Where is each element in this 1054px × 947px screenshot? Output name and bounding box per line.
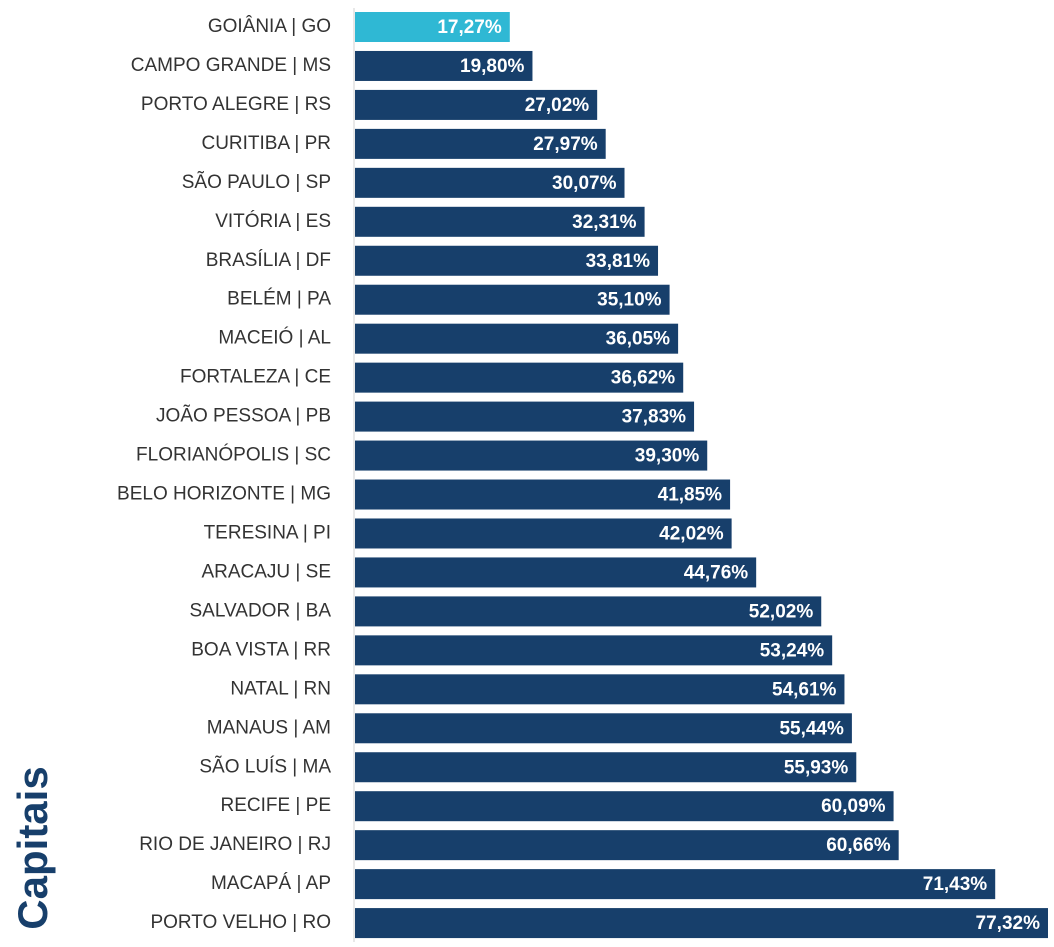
- y-tick-label: VITÓRIA | ES: [215, 210, 331, 232]
- data-label: 71,43%: [923, 874, 988, 895]
- data-label: 41,85%: [658, 485, 723, 506]
- y-tick-label: RIO DE JANEIRO | RJ: [139, 834, 331, 855]
- y-tick-label: NATAL | RN: [230, 678, 331, 699]
- data-label: 77,32%: [976, 913, 1041, 934]
- y-tick-label: BELÉM | PA: [227, 289, 331, 310]
- y-tick-label: MANAUS | AM: [207, 717, 331, 738]
- data-label: 53,24%: [760, 640, 825, 661]
- y-tick-label: PORTO VELHO | RO: [150, 912, 331, 933]
- y-tick-label: ARACAJU | SE: [201, 561, 331, 582]
- bar: [355, 752, 857, 783]
- bar: [355, 479, 731, 510]
- y-tick-label: SALVADOR | BA: [190, 600, 332, 621]
- bar: [355, 713, 852, 744]
- data-label: 55,93%: [784, 757, 849, 778]
- y-tick-label: JOÃO PESSOA | PB: [156, 405, 331, 427]
- data-label: 52,02%: [749, 601, 814, 622]
- bar: [355, 167, 625, 198]
- bar: [355, 440, 708, 471]
- data-label: 54,61%: [772, 679, 837, 700]
- y-tick-label: MACAPÁ | AP: [211, 873, 331, 894]
- y-tick-label: FLORIANÓPOLIS | SC: [136, 444, 331, 466]
- y-tick-label: BRASÍLIA | DF: [206, 250, 331, 271]
- data-label: 30,07%: [552, 173, 617, 194]
- bar: [355, 830, 899, 861]
- y-tick-label: BELO HORIZONTE | MG: [117, 484, 331, 505]
- y-tick-label: BOA VISTA | RR: [191, 639, 331, 660]
- y-tick-label: CURITIBA | PR: [201, 133, 331, 154]
- data-label: 19,80%: [460, 56, 525, 77]
- data-label: 32,31%: [572, 212, 637, 233]
- bar: [355, 89, 598, 120]
- bar: [355, 50, 533, 81]
- y-tick-label: RECIFE | PE: [220, 795, 331, 816]
- y-tick-label: PORTO ALEGRE | RS: [141, 94, 331, 115]
- bar: [355, 206, 645, 237]
- data-label: 35,10%: [597, 290, 662, 311]
- y-tick-label: SÃO PAULO | SP: [182, 171, 331, 193]
- bar: [355, 12, 510, 42]
- bar: [355, 908, 1048, 939]
- bar: [355, 869, 996, 900]
- data-label: 60,66%: [826, 835, 891, 856]
- bar: [355, 284, 670, 315]
- bar: [355, 557, 757, 588]
- bar: [355, 674, 845, 705]
- bar: [355, 323, 679, 354]
- data-label: 33,81%: [586, 251, 651, 272]
- data-label: 37,83%: [622, 407, 687, 428]
- data-label: 27,02%: [525, 95, 590, 116]
- bar: [355, 518, 732, 549]
- bar: [355, 245, 659, 276]
- data-label: 39,30%: [635, 446, 700, 467]
- data-label: 27,97%: [533, 134, 598, 155]
- bar: [355, 635, 833, 666]
- bar: [355, 596, 822, 627]
- y-tick-label: TERESINA | PI: [204, 522, 331, 543]
- data-label: 36,05%: [606, 329, 671, 350]
- y-tick-label: MACEIÓ | AL: [218, 327, 331, 349]
- y-tick-label: FORTALEZA | CE: [180, 367, 331, 388]
- data-label: 44,76%: [684, 562, 749, 583]
- data-label: 17,27%: [437, 17, 502, 38]
- data-label: 36,62%: [611, 368, 676, 389]
- bar: [355, 362, 684, 393]
- y-axis-title: Capitais: [9, 766, 56, 929]
- data-label: 55,44%: [779, 718, 844, 739]
- data-label: 60,09%: [821, 796, 886, 817]
- bar: [355, 401, 695, 432]
- bar: [355, 128, 606, 159]
- y-tick-label: CAMPO GRANDE | MS: [131, 55, 331, 76]
- y-tick-label: SÃO LUÍS | MA: [199, 755, 331, 777]
- data-label: 42,02%: [659, 523, 724, 544]
- y-tick-label: GOIÂNIA | GO: [208, 15, 331, 37]
- bar: [355, 791, 894, 822]
